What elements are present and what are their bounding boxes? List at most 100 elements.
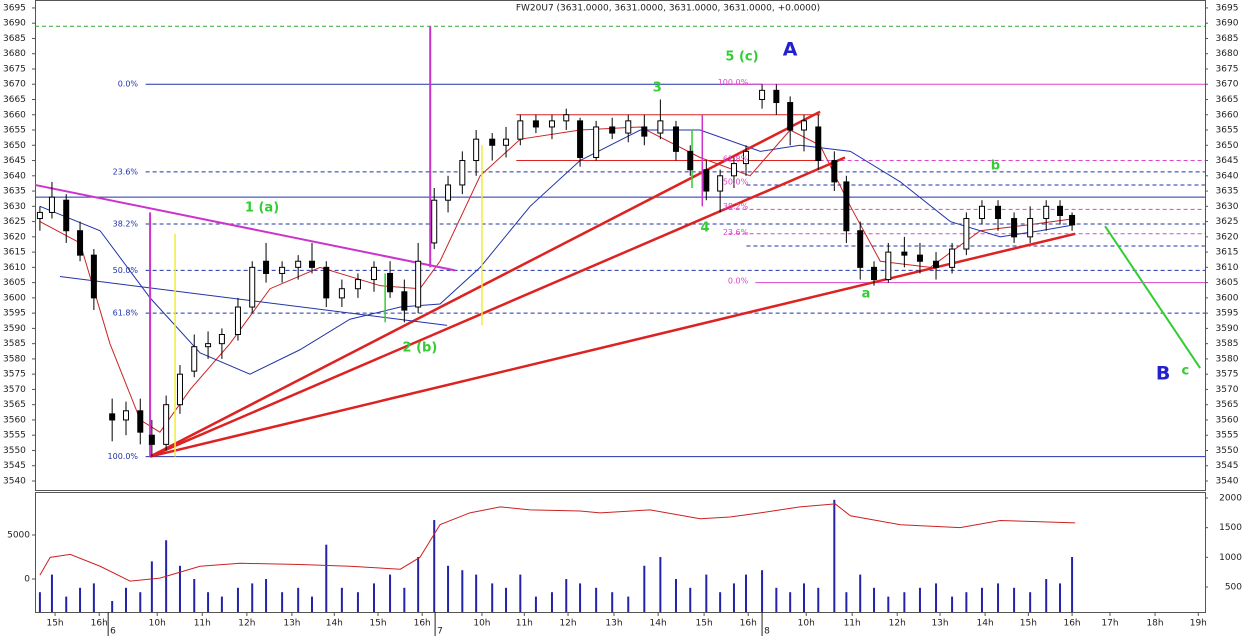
candle-body xyxy=(730,163,737,177)
wave-label: 2 (b) xyxy=(403,340,438,355)
candle-body xyxy=(459,160,466,186)
volume-bar xyxy=(310,596,313,612)
y-tick-label: 3630 xyxy=(3,202,26,212)
volume-bar xyxy=(1071,556,1074,612)
y-tick-label: 3590 xyxy=(1216,324,1239,334)
candle-body xyxy=(885,251,892,281)
volume-bar xyxy=(265,578,268,612)
candle-body xyxy=(1057,205,1064,216)
x-tick-label: 10h xyxy=(798,619,815,629)
volume-bar xyxy=(565,578,568,612)
y-tick-label: 3615 xyxy=(3,248,26,258)
y-tick-label: 3685 xyxy=(3,34,26,44)
x-tick-label: 16h xyxy=(740,619,757,629)
candle-body xyxy=(857,230,864,268)
volume-bar xyxy=(207,592,210,612)
candle-body xyxy=(949,248,956,268)
y-tick-label: 3620 xyxy=(3,232,26,242)
volume-bar xyxy=(611,592,614,612)
candle-body xyxy=(109,413,116,421)
candle-body xyxy=(916,254,923,262)
fib-label: 61.8% xyxy=(723,155,749,164)
volume-bar xyxy=(325,544,328,612)
volume-bar xyxy=(659,556,662,612)
volume-bar xyxy=(92,583,95,612)
candle-body xyxy=(625,120,632,134)
fib-label: 50.0% xyxy=(723,177,749,186)
trendline xyxy=(34,183,456,272)
x-tick-label: 15h xyxy=(696,619,713,629)
candle-body xyxy=(308,260,315,268)
fib-label: 0.0% xyxy=(728,277,749,286)
y-tick-label: 3685 xyxy=(1216,34,1239,44)
trendline xyxy=(149,232,1076,458)
candle-body xyxy=(263,260,270,274)
y-tick-label: 3595 xyxy=(3,309,26,319)
wave-label: 1 (a) xyxy=(245,201,279,216)
x-tick-label: 11h xyxy=(194,619,211,629)
x-tick-label: 11h xyxy=(844,619,861,629)
candle-body xyxy=(963,218,970,250)
volume-bar xyxy=(1029,592,1032,612)
volume-bar xyxy=(817,587,820,612)
y-tick-label: 3565 xyxy=(1216,400,1239,410)
volume-bar xyxy=(761,570,764,612)
y-tick-label: 3580 xyxy=(1216,354,1239,364)
candle-body xyxy=(191,346,198,372)
volume-bar xyxy=(595,587,598,612)
y-tick-label: 3540 xyxy=(3,476,26,486)
fib-label: 50.0% xyxy=(113,266,139,275)
candle-body xyxy=(371,266,378,281)
candle-body xyxy=(137,410,144,433)
wave-label-major: A xyxy=(783,39,798,61)
candle-body xyxy=(401,291,408,311)
x-tick-label: 13h xyxy=(605,619,622,629)
candle-body xyxy=(1043,205,1050,220)
wave-label: 3 xyxy=(653,80,662,95)
candle-body xyxy=(205,343,212,348)
trendline xyxy=(149,156,846,458)
candle-body xyxy=(687,150,694,171)
volume-bar xyxy=(79,587,82,612)
x-tick-label: 14h xyxy=(326,619,343,629)
volume-bar xyxy=(178,565,181,612)
y-tick-label: 3570 xyxy=(1216,385,1239,395)
fib-label: 100.0% xyxy=(718,78,749,87)
y-tick-label: 3665 xyxy=(1216,95,1239,105)
y-tick-label: 3650 xyxy=(1216,141,1239,151)
volume-bar xyxy=(150,561,153,612)
candle-body xyxy=(1011,218,1018,238)
price-panel-frame xyxy=(35,0,1206,491)
candle-body xyxy=(517,120,524,140)
candle-body xyxy=(901,251,908,256)
y2-tick-label: 1500 xyxy=(1219,523,1242,533)
volume-bar xyxy=(833,499,836,612)
y-tick-label: 3610 xyxy=(3,263,26,273)
volume-bar xyxy=(980,587,983,612)
candle-body xyxy=(163,404,170,445)
volume-bar xyxy=(505,587,508,612)
candle-body xyxy=(387,272,394,293)
fib-label: 61.8% xyxy=(113,309,139,318)
x-tick-label: 16h xyxy=(1063,619,1080,629)
volume-bar xyxy=(297,587,300,612)
day-tick-label: 6 xyxy=(110,627,116,636)
candle-body xyxy=(703,169,710,192)
moving-average xyxy=(39,129,1076,375)
volume-bar xyxy=(389,574,392,612)
candle-body xyxy=(548,120,555,128)
fib-label: 0.0% xyxy=(118,80,139,89)
x-tick-label: 15h xyxy=(46,619,63,629)
candle-body xyxy=(445,184,452,201)
volume-bar xyxy=(461,570,464,612)
x-tick-label: 10h xyxy=(473,619,490,629)
candle-body xyxy=(279,266,286,274)
volume-bar xyxy=(627,596,630,612)
y-tick-label: 3660 xyxy=(1216,110,1239,120)
candle-body xyxy=(532,120,539,128)
x-tick-label: 15h xyxy=(1020,619,1037,629)
candle-body xyxy=(218,334,225,345)
wave-label: a xyxy=(862,286,871,301)
volume-bar xyxy=(519,574,522,612)
